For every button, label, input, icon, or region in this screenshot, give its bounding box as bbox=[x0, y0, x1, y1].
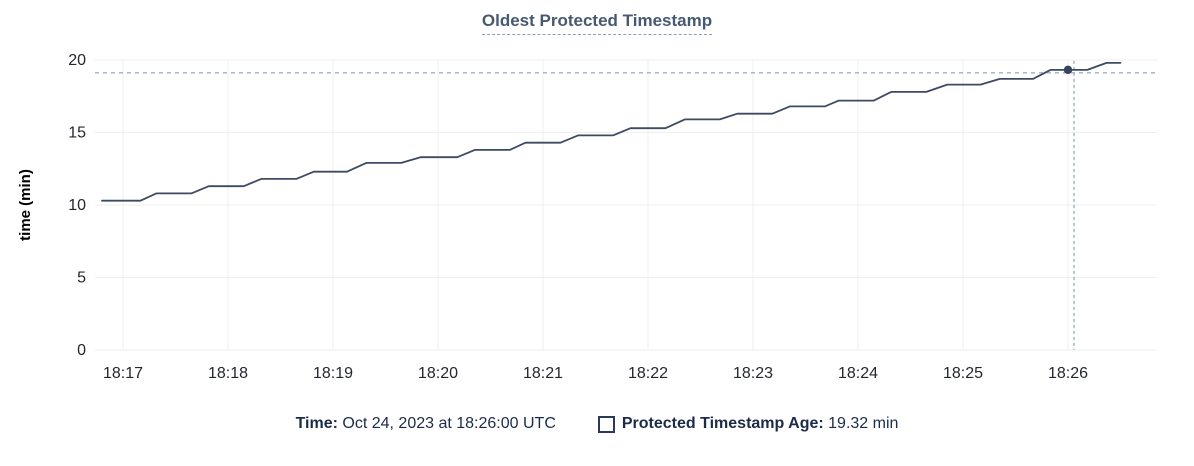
legend-time-item: Time: Oct 24, 2023 at 18:26:00 UTC bbox=[296, 415, 556, 433]
svg-text:time (min): time (min) bbox=[17, 169, 34, 241]
svg-text:18:26: 18:26 bbox=[1048, 365, 1088, 382]
svg-text:5: 5 bbox=[77, 270, 86, 287]
svg-text:18:19: 18:19 bbox=[313, 365, 353, 382]
gridlines bbox=[95, 59, 1157, 351]
legend-series-value: 19.32 min bbox=[828, 415, 899, 432]
svg-text:18:21: 18:21 bbox=[523, 365, 563, 382]
legend-series-label: Protected Timestamp Age: bbox=[621, 415, 824, 432]
series-checkbox[interactable] bbox=[597, 415, 615, 433]
svg-text:20: 20 bbox=[68, 52, 86, 69]
svg-text:18:20: 18:20 bbox=[418, 365, 458, 382]
svg-text:18:18: 18:18 bbox=[208, 365, 248, 382]
svg-text:18:25: 18:25 bbox=[943, 365, 983, 382]
y-axis-tick-labels: 0 5 10 15 20 bbox=[68, 52, 86, 359]
svg-text:18:22: 18:22 bbox=[628, 365, 668, 382]
chart-header: Oldest Protected Timestamp bbox=[0, 0, 1194, 40]
chart-legend: Time: Oct 24, 2023 at 18:26:00 UTC Prote… bbox=[0, 415, 1194, 433]
legend-time-value: Oct 24, 2023 at 18:26:00 UTC bbox=[342, 415, 556, 432]
legend-time-label: Time: bbox=[295, 415, 338, 432]
svg-text:0: 0 bbox=[77, 342, 86, 359]
svg-text:18:23: 18:23 bbox=[733, 365, 773, 382]
svg-text:18:17: 18:17 bbox=[103, 365, 143, 382]
svg-text:18:24: 18:24 bbox=[838, 365, 878, 382]
legend-series-item[interactable]: Protected Timestamp Age: 19.32 min bbox=[597, 415, 899, 433]
x-axis-tick-labels: 18:17 18:18 18:19 18:20 18:21 18:22 18:23 18:24… bbox=[103, 365, 1088, 382]
chart-title[interactable]: Oldest Protected Timestamp bbox=[481, 11, 713, 35]
crosshair bbox=[95, 60, 1157, 350]
series-line bbox=[101, 61, 1122, 202]
y-axis-title: time (min) bbox=[17, 169, 34, 241]
svg-text:10: 10 bbox=[68, 197, 86, 214]
highlight-dot bbox=[1063, 65, 1073, 75]
svg-text:15: 15 bbox=[68, 125, 86, 142]
